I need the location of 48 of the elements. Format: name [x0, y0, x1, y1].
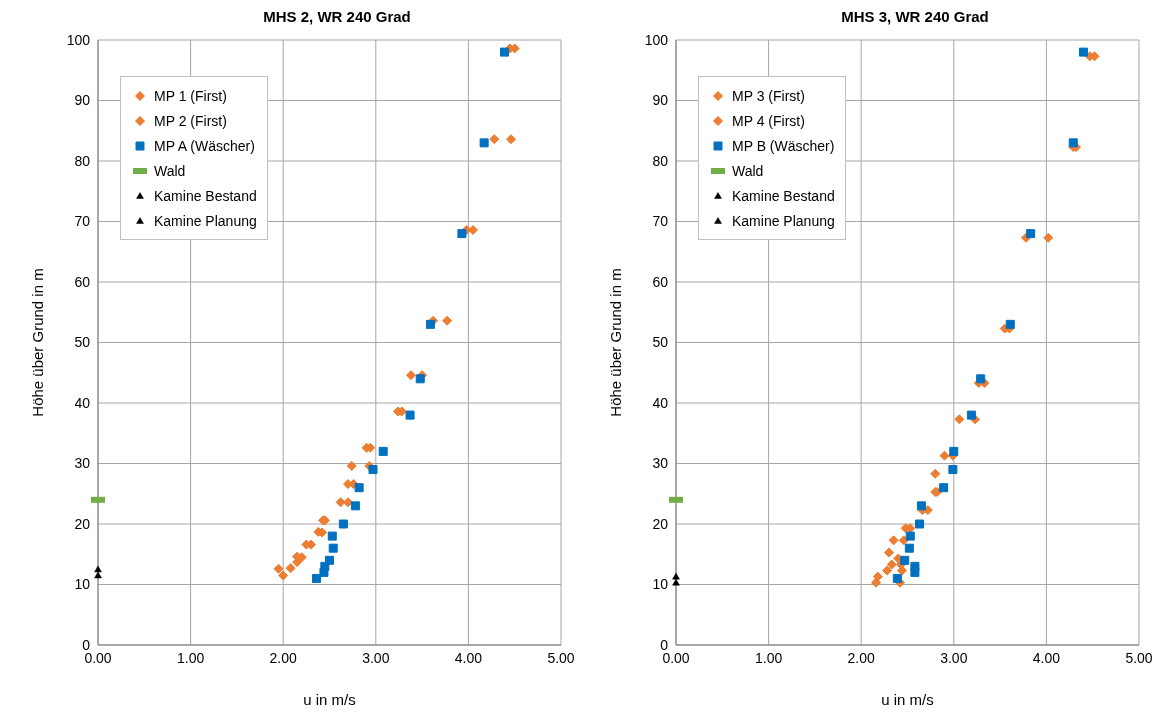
y-tick-label: 70 — [74, 213, 91, 230]
y-tick-label: 80 — [652, 152, 669, 169]
y-tick-label: 100 — [66, 31, 91, 48]
x-tick-label: 4.00 — [454, 649, 483, 666]
y-tick-label: 40 — [652, 394, 669, 411]
y-tick-label: 10 — [74, 576, 91, 593]
legend-label: Kamine Bestand — [732, 187, 835, 204]
legend-label: MP A (Wäscher) — [154, 137, 255, 154]
y-tick-label: 30 — [74, 455, 91, 472]
x-tick-label: 4.00 — [1032, 649, 1061, 666]
y-tick-label: 20 — [652, 515, 669, 532]
x-tick-label: 5.00 — [547, 649, 575, 666]
legend-label: MP 2 (First) — [154, 112, 227, 129]
legend-label: Wald — [154, 162, 186, 179]
x-axis-title: u in m/s — [881, 691, 934, 708]
y-tick-label: 10 — [652, 576, 669, 593]
y-axis-title: Höhe über Grund in m — [607, 268, 625, 417]
x-tick-label: 1.00 — [176, 649, 205, 666]
y-tick-label: 60 — [74, 273, 91, 290]
y-tick-label: 50 — [74, 334, 91, 351]
y-tick-label: 90 — [74, 92, 91, 109]
legend-label: Wald — [732, 162, 764, 179]
x-tick-label: 5.00 — [1125, 649, 1153, 666]
x-tick-label: 2.00 — [847, 649, 876, 666]
y-tick-label: 50 — [652, 334, 669, 351]
x-tick-label: 3.00 — [940, 649, 968, 666]
y-tick-label: 60 — [652, 273, 669, 290]
chart-title: MHS 2, WR 240 Grad — [262, 8, 412, 27]
y-tick-label: 100 — [644, 31, 669, 48]
y-axis-title: Höhe über Grund in m — [29, 268, 47, 417]
y-tick-label: 30 — [652, 455, 669, 472]
legend-label: Kamine Planung — [732, 212, 835, 229]
y-tick-label: 80 — [74, 152, 91, 169]
y-tick-label: 70 — [652, 213, 669, 230]
legend-label: Kamine Planung — [154, 212, 257, 229]
legend-label: MP 1 (First) — [154, 87, 227, 104]
y-tick-label: 20 — [74, 515, 91, 532]
x-tick-label: 2.00 — [269, 649, 298, 666]
y-tick-label: 90 — [652, 92, 669, 109]
legend-label: Kamine Bestand — [154, 187, 257, 204]
x-axis-title: u in m/s — [303, 691, 356, 708]
legend-label: MP 4 (First) — [732, 112, 805, 129]
legend-label: MP B (Wäscher) — [732, 137, 835, 154]
legend-label: MP 3 (First) — [732, 87, 805, 104]
y-tick-label: 40 — [74, 394, 91, 411]
x-tick-label: 3.00 — [362, 649, 390, 666]
chart-title: MHS 3, WR 240 Grad — [840, 8, 990, 27]
x-tick-label: 1.00 — [754, 649, 783, 666]
